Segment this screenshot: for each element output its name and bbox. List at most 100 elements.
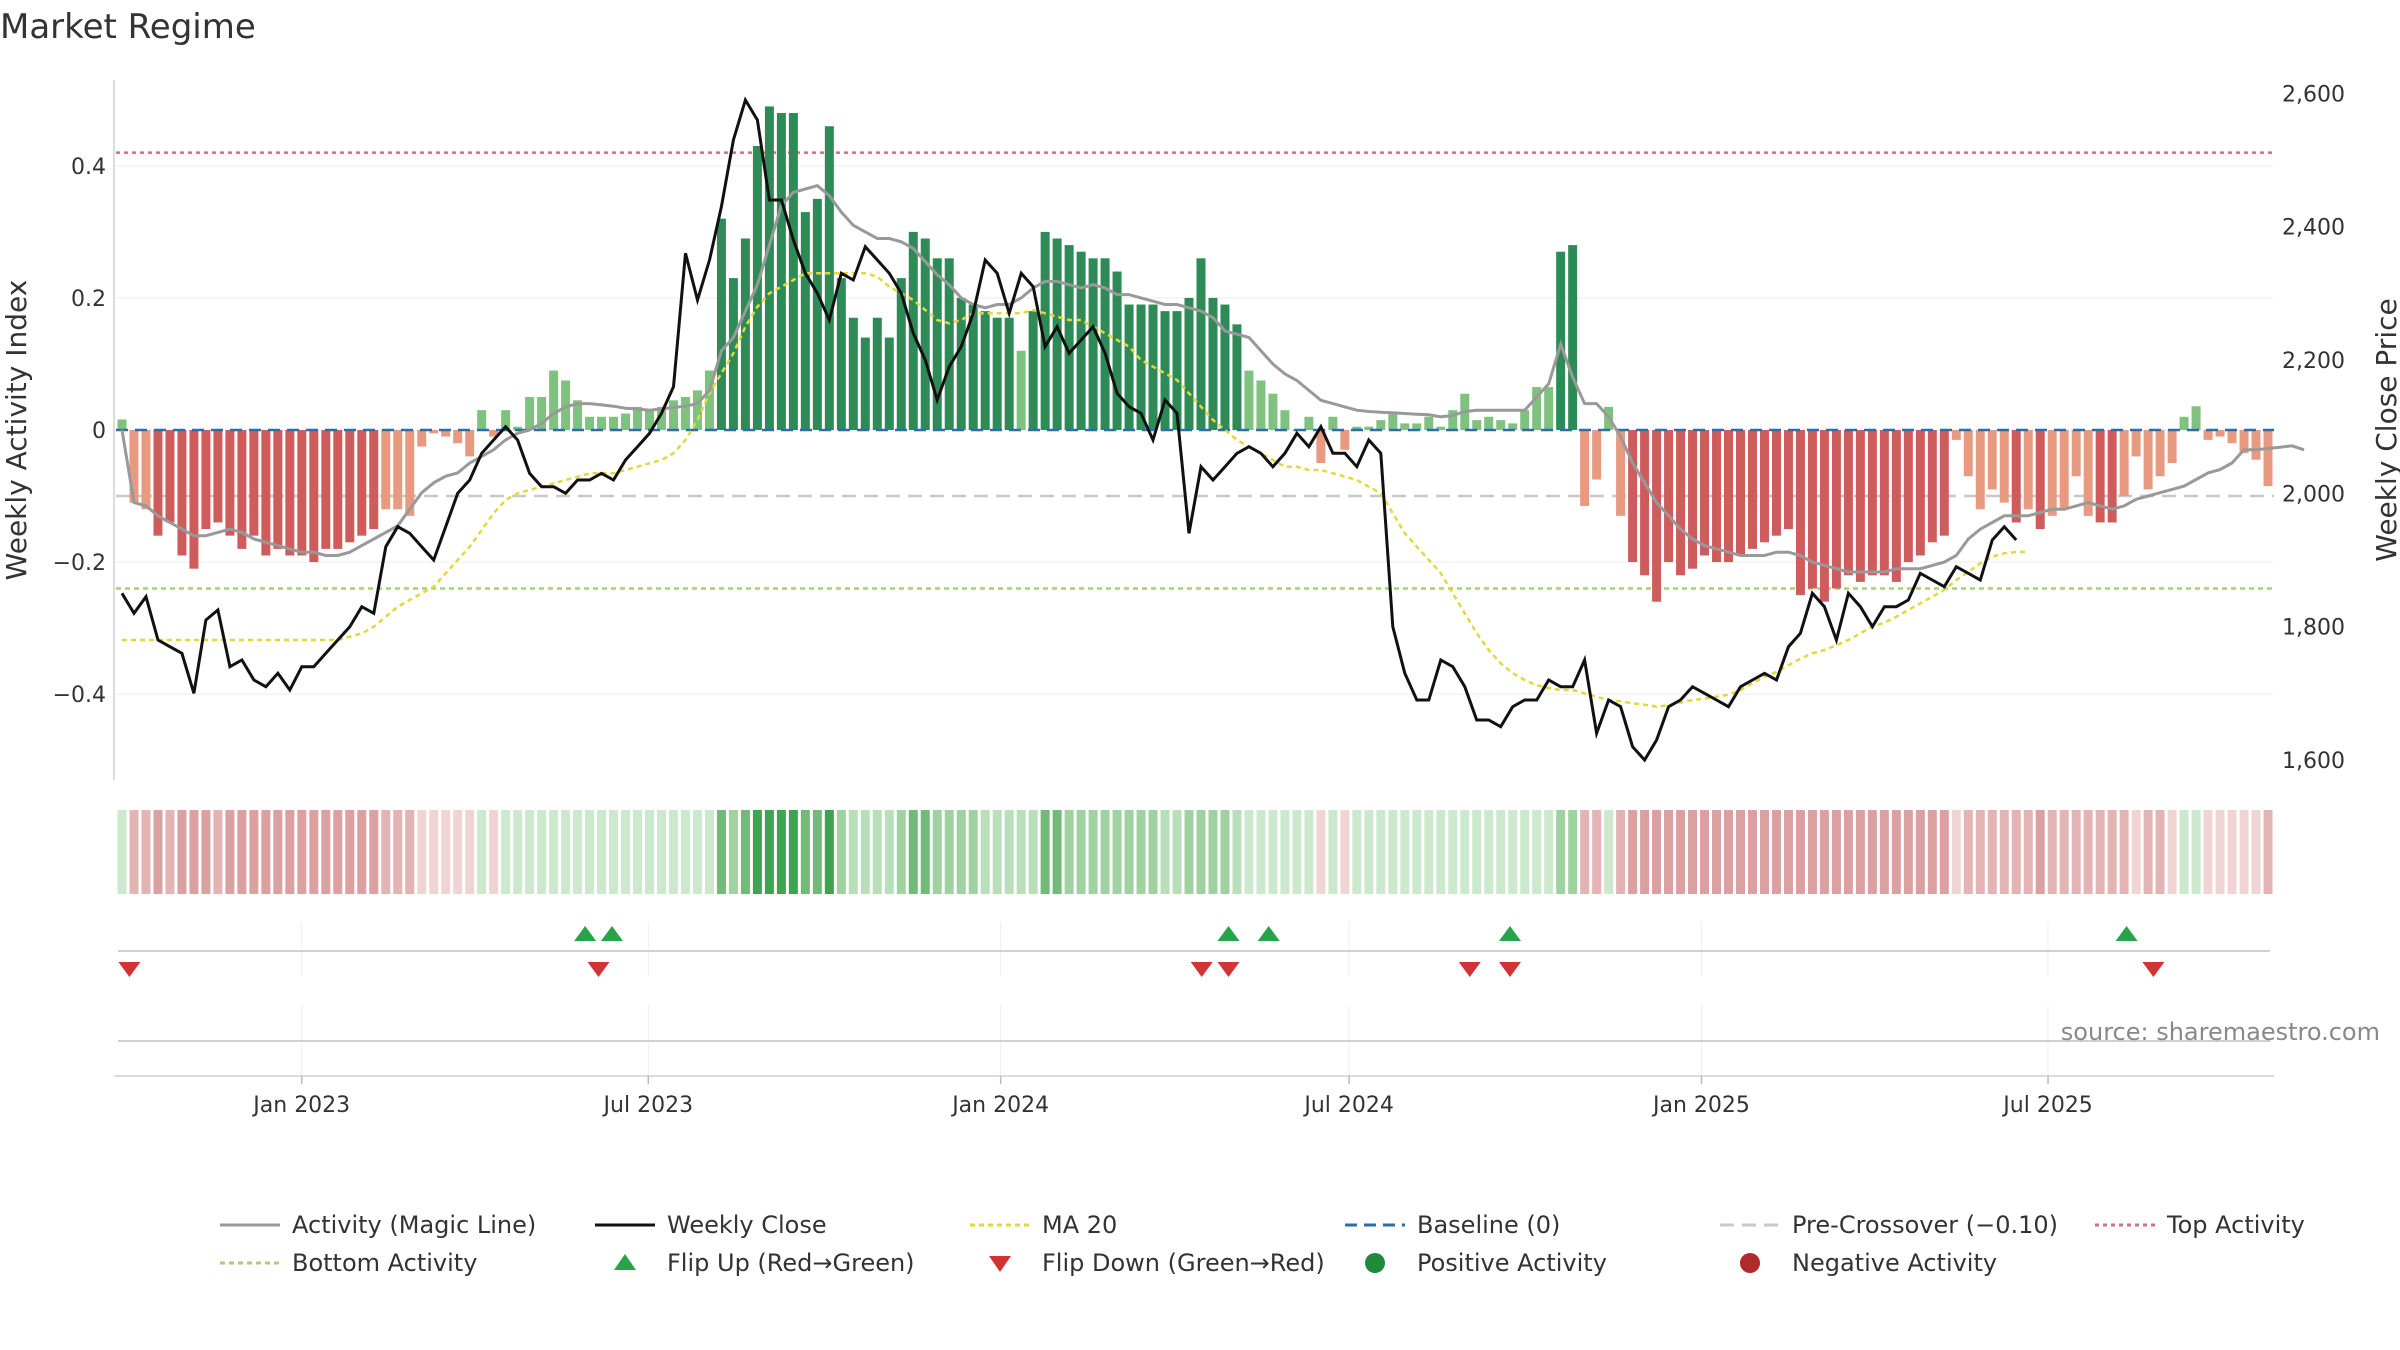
activity-bar (1052, 238, 1062, 430)
legend: Activity (Magic Line) Weekly Close MA 20 Ba… (220, 1211, 2305, 1277)
activity-bar (1700, 430, 1710, 556)
regime-cell (1819, 810, 1829, 894)
activity-bar (297, 430, 307, 556)
regime-cell (1064, 810, 1074, 894)
regime-cell (1016, 810, 1026, 894)
regime-cell (501, 810, 511, 894)
regime-cell (1879, 810, 1889, 894)
activity-bar (1208, 297, 1218, 430)
regime-cell (1616, 810, 1626, 894)
flip-down-marker (1217, 962, 1240, 977)
activity-bar (573, 400, 583, 430)
regime-cell (597, 810, 607, 894)
activity-bar (249, 430, 259, 536)
source-note: source: sharemaestro.com (2061, 1018, 2380, 1046)
regime-cell (1652, 810, 1662, 894)
legend-label: Pre-Crossover (−0.10) (1792, 1211, 2058, 1239)
activity-bar (668, 400, 678, 430)
activity-bar (561, 380, 571, 430)
legend-item: Negative Activity (1740, 1249, 1997, 1277)
activity-bar (153, 430, 163, 536)
right-tick-label: 2,400 (2282, 216, 2345, 241)
regime-cell (165, 810, 175, 894)
regime-cell (1424, 810, 1434, 894)
legend-label: Flip Down (Green→Red) (1042, 1249, 1325, 1277)
regime-cell (1759, 810, 1769, 894)
legend-label: Bottom Activity (292, 1249, 477, 1277)
activity-bar (1963, 430, 1973, 477)
activity-bar (621, 413, 631, 430)
regime-cell (1867, 810, 1877, 894)
activity-bar (1508, 423, 1518, 430)
flip-down-marker (587, 962, 610, 977)
regime-cell (117, 810, 127, 894)
activity-bar (1520, 410, 1530, 430)
regime-cell (1640, 810, 1650, 894)
legend-item: Weekly Close (595, 1211, 827, 1239)
activity-bar (1280, 410, 1290, 430)
regime-cell (333, 810, 343, 894)
legend-swatch (614, 1254, 636, 1270)
activity-bar (441, 430, 451, 437)
activity-bar (2119, 430, 2129, 497)
activity-bar (1244, 370, 1254, 430)
regime-cell (1184, 810, 1194, 894)
activity-bar (860, 337, 870, 430)
activity-bar (2047, 430, 2057, 516)
activity-bar (788, 113, 798, 431)
activity-bar (872, 317, 882, 430)
activity-bar (1088, 258, 1098, 430)
regime-cell (153, 810, 163, 894)
regime-cell (776, 810, 786, 894)
right-tick-label: 1,600 (2282, 749, 2345, 774)
activity-bar (1843, 430, 1853, 576)
regime-cell (1484, 810, 1494, 894)
activity-bar (2239, 430, 2249, 454)
regime-cell (1963, 810, 1973, 894)
activity-bar (740, 238, 750, 430)
regime-cell (1831, 810, 1841, 894)
regime-cell (609, 810, 619, 894)
regime-cell (2143, 810, 2153, 894)
activity-bar (980, 311, 990, 430)
flip-marker-panel (118, 922, 2270, 1076)
activity-bar (1100, 258, 1110, 430)
regime-cell (573, 810, 583, 894)
activity-bar (501, 410, 511, 430)
regime-cell (800, 810, 810, 894)
activity-bar (285, 430, 295, 556)
flip-down-marker (1458, 962, 1481, 977)
activity-bar (2191, 406, 2201, 430)
activity-bar (1879, 430, 1889, 576)
regime-cell (1448, 810, 1458, 894)
activity-bar (1783, 430, 1793, 530)
activity-bar (1004, 317, 1014, 430)
right-tick-label: 2,200 (2282, 349, 2345, 374)
legend-label: Baseline (0) (1417, 1211, 1560, 1239)
regime-cell (1196, 810, 1206, 894)
regime-cell (1088, 810, 1098, 894)
regime-cell (513, 810, 523, 894)
activity-bar (1831, 430, 1841, 589)
regime-cell (872, 810, 882, 894)
activity-bar (465, 430, 475, 457)
left-axis-label: Weekly Activity Index (0, 280, 33, 581)
regime-cell (2071, 810, 2081, 894)
flip-up-marker (1257, 926, 1280, 941)
regime-cell (1628, 810, 1638, 894)
activity-bar (944, 258, 954, 430)
regime-cell (393, 810, 403, 894)
regime-cell (1795, 810, 1805, 894)
regime-cell (645, 810, 655, 894)
regime-cell (692, 810, 702, 894)
activity-bar (1484, 416, 1494, 430)
regime-cell (836, 810, 846, 894)
regime-cell (561, 810, 571, 894)
regime-cell (381, 810, 391, 894)
activity-bar (716, 218, 726, 430)
regime-cell (1472, 810, 1482, 894)
activity-bar (800, 212, 810, 430)
regime-cell (668, 810, 678, 894)
activity-bar (2131, 430, 2141, 457)
activity-bar (764, 106, 774, 430)
